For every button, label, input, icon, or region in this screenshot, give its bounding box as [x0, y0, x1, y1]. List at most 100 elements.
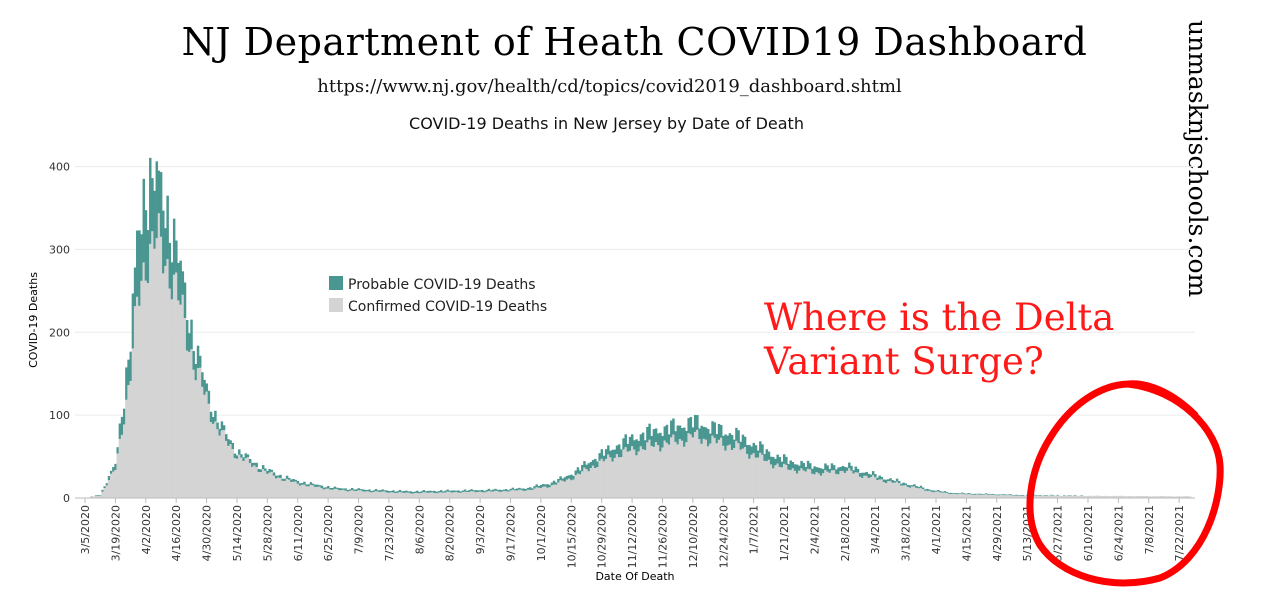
bar-probable: [663, 426, 667, 441]
bar-confirmed: [316, 486, 319, 498]
bar-probable: [969, 493, 973, 495]
bar-probable: [765, 449, 769, 462]
bar-confirmed: [893, 482, 897, 498]
bar-confirmed: [867, 478, 871, 498]
bar-confirmed: [203, 394, 206, 498]
bar-confirmed: [153, 248, 156, 498]
bar-probable: [149, 157, 152, 244]
bar-probable: [201, 372, 204, 387]
bar-probable: [763, 453, 766, 461]
bar-confirmed: [381, 491, 384, 498]
bar-confirmed: [155, 238, 159, 498]
bar-confirmed: [125, 399, 128, 498]
bar-confirmed: [672, 434, 675, 498]
bar-confirmed: [934, 491, 938, 498]
bar-confirmed: [518, 489, 521, 498]
bar-probable: [878, 475, 881, 480]
bar-probable: [793, 464, 797, 471]
annotation-line-2: Variant Surge?: [764, 340, 1044, 383]
bar-confirmed: [932, 492, 936, 498]
x-tick-label: 5/14/2020: [231, 505, 244, 561]
bar-probable: [479, 490, 482, 492]
bar-probable: [967, 493, 970, 495]
bar-confirmed: [99, 495, 102, 498]
y-tick-label: 400: [49, 161, 70, 174]
bar-probable: [1063, 495, 1066, 496]
bar-probable: [177, 262, 180, 301]
bar-probable: [782, 454, 786, 464]
bar-confirmed: [874, 477, 877, 498]
bar-probable: [932, 490, 936, 493]
bar-confirmed: [259, 472, 263, 498]
annotation-line-1: Where is the Delta: [764, 296, 1115, 339]
bar-probable: [316, 484, 319, 487]
bar-confirmed: [581, 471, 584, 498]
bar-confirmed: [368, 491, 371, 498]
bar-probable: [978, 493, 981, 495]
bar-probable: [717, 423, 721, 440]
x-tick-label: 5/28/2020: [261, 505, 274, 561]
bar-confirmed: [201, 386, 204, 498]
x-tick-label: 12/10/2020: [687, 505, 700, 568]
bar-confirmed: [240, 457, 243, 498]
bar-confirmed: [544, 486, 547, 498]
bar-probable: [598, 453, 601, 461]
bar-probable: [850, 465, 853, 471]
bar-confirmed: [895, 481, 899, 498]
bar-confirmed: [489, 491, 493, 498]
bar-confirmed: [795, 473, 799, 498]
bar-confirmed: [693, 431, 697, 498]
bar-confirmed: [1084, 496, 1088, 498]
bar-confirmed: [268, 472, 271, 498]
bar-confirmed: [917, 488, 921, 498]
bar-confirmed: [257, 472, 261, 498]
bar-probable: [965, 493, 968, 495]
bar-probable: [426, 490, 430, 493]
bar-probable: [646, 427, 649, 443]
bar-confirmed: [759, 452, 762, 498]
bar-probable: [353, 489, 356, 491]
bar-confirmed: [301, 484, 304, 498]
bar-probable: [741, 434, 745, 449]
bar-confirmed: [162, 273, 165, 498]
bar-probable: [657, 433, 660, 446]
bar-probable: [99, 495, 102, 496]
bar-confirmed: [958, 493, 962, 498]
bar-probable: [264, 468, 267, 471]
bar-confirmed: [924, 490, 927, 498]
bar-probable: [787, 463, 790, 470]
bar-probable: [778, 457, 782, 467]
bar-probable: [492, 489, 495, 492]
bar-confirmed: [819, 475, 823, 498]
bar-probable: [674, 431, 677, 442]
bar-confirmed: [1097, 495, 1101, 498]
bar-probable: [769, 456, 773, 465]
bar-confirmed: [746, 453, 749, 498]
legend-swatch-confirmed: [329, 298, 343, 312]
bar-confirmed: [420, 492, 423, 498]
legend-label-probable: Probable COVID-19 Deaths: [348, 277, 536, 293]
bar-probable: [524, 489, 528, 491]
bar-probable: [463, 489, 467, 492]
bar-confirmed: [878, 479, 881, 498]
bar-confirmed: [930, 491, 934, 498]
bar-confirmed: [548, 487, 551, 498]
bar-confirmed: [1047, 495, 1051, 498]
bar-probable: [987, 494, 990, 495]
bar-confirmed: [370, 492, 373, 498]
bar-probable: [602, 455, 606, 462]
bar-probable: [457, 490, 460, 493]
bar-probable: [982, 493, 986, 495]
bar-confirmed: [188, 351, 191, 498]
bar-probable: [733, 439, 736, 449]
x-tick-label: 4/2/2020: [140, 505, 153, 554]
bar-confirmed: [817, 473, 821, 498]
bar-confirmed: [750, 454, 753, 498]
bar-confirmed: [828, 472, 832, 498]
bar-confirmed: [774, 465, 777, 498]
bar-probable: [452, 490, 456, 493]
bar-probable: [253, 462, 256, 466]
bar-probable: [270, 469, 274, 472]
bar-probable: [515, 488, 519, 491]
bar-probable: [483, 491, 486, 493]
